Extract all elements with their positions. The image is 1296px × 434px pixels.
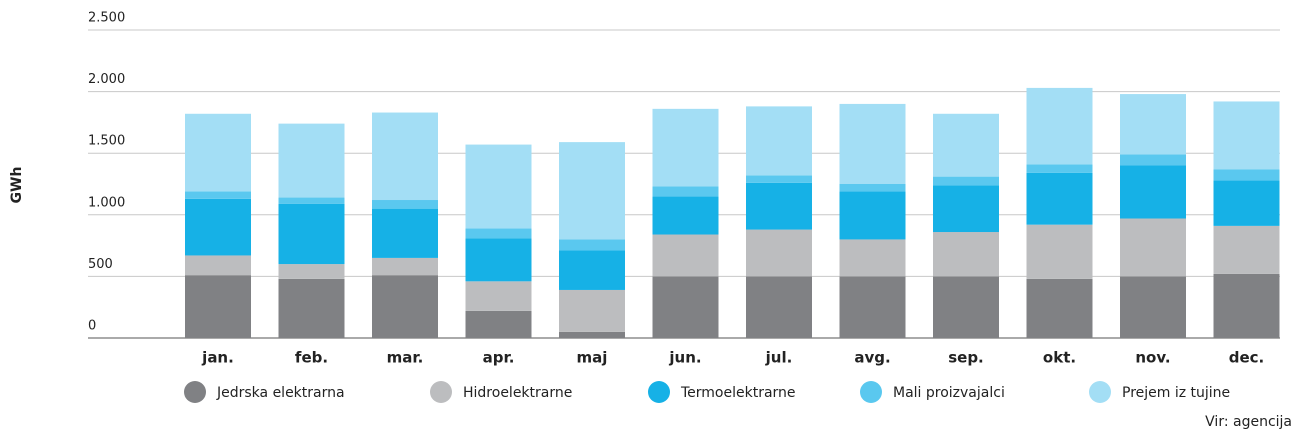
bar-segment xyxy=(185,113,251,192)
bar-segment xyxy=(933,185,999,233)
legend-swatch xyxy=(184,381,206,403)
bar-segment xyxy=(839,184,906,192)
bar-segment xyxy=(559,239,625,251)
bar-segment xyxy=(185,198,251,256)
bar-segment xyxy=(1120,154,1186,166)
x-tick-label: dec. xyxy=(1229,349,1265,367)
bar-segment xyxy=(465,310,532,338)
legend-label: Termoelektrarne xyxy=(680,385,796,401)
bar-segment xyxy=(652,186,719,197)
bar-segment xyxy=(1026,164,1093,173)
bar-segment xyxy=(933,276,999,338)
bar-segment xyxy=(1213,180,1280,226)
source: Vir: agencija xyxy=(1205,414,1292,430)
x-tick-label: jul. xyxy=(765,349,793,367)
bar-segment xyxy=(746,276,812,338)
bar-segment xyxy=(372,275,438,338)
bar-segment xyxy=(652,276,719,338)
bar-segment xyxy=(372,112,438,201)
bar-segment xyxy=(1026,172,1093,225)
legend-swatch xyxy=(860,381,882,403)
bar-segment xyxy=(746,182,812,230)
bar-segment xyxy=(278,203,345,265)
bar-segment xyxy=(1026,87,1093,165)
bar-segment xyxy=(933,113,999,177)
bar-segment xyxy=(278,197,345,204)
y-tick-label: 2.500 xyxy=(88,11,125,26)
legend-swatch xyxy=(1089,381,1111,403)
bar-segment xyxy=(839,276,906,338)
bar-segment xyxy=(746,229,812,277)
y-tick-label: 2.000 xyxy=(88,72,125,87)
bar-segment xyxy=(1120,165,1186,219)
bar-segment xyxy=(1213,225,1280,274)
legend-label: Hidroelektrarne xyxy=(463,385,572,401)
bar-segment xyxy=(278,264,345,279)
bar-segment xyxy=(278,278,345,338)
bar-segment xyxy=(559,142,625,240)
bar-segment xyxy=(185,275,251,338)
x-tick-label: mar. xyxy=(387,349,424,367)
bar-segment xyxy=(1026,224,1093,279)
bar-segment xyxy=(652,234,719,277)
bar-segment xyxy=(185,255,251,276)
y-tick-label: 1.000 xyxy=(88,195,125,210)
y-tick-label: 1.500 xyxy=(88,134,125,149)
bar-segment xyxy=(465,238,532,282)
bar-segment xyxy=(372,200,438,209)
bar-segment xyxy=(465,228,532,239)
bar-segment xyxy=(465,281,532,311)
bar-segment xyxy=(652,196,719,235)
bar-segment xyxy=(372,208,438,258)
bar-segment xyxy=(746,175,812,183)
bar-segment xyxy=(559,250,625,290)
x-tick-label: avg. xyxy=(854,349,890,367)
bar-segment xyxy=(1120,218,1186,277)
x-tick-label: feb. xyxy=(295,349,328,367)
y-tick-label: 500 xyxy=(88,257,113,272)
bar-segment xyxy=(559,331,625,338)
bar-segment xyxy=(652,108,719,187)
bar-segment xyxy=(465,144,532,229)
x-tick-label: jan. xyxy=(201,349,234,367)
legend-swatch xyxy=(648,381,670,403)
legend-label: Mali proizvajalci xyxy=(893,385,1005,401)
bar-segment xyxy=(933,232,999,277)
legend-label: Jedrska elektrarna xyxy=(216,385,345,401)
bar-segment xyxy=(1213,101,1280,170)
legend-label: Prejem iz tujine xyxy=(1122,385,1230,401)
bar-segment xyxy=(746,106,812,176)
x-tick-label: sep. xyxy=(948,349,984,367)
bar-segment xyxy=(1213,169,1280,181)
bar-segment xyxy=(1120,94,1186,155)
y-axis-label: GWh xyxy=(9,167,25,204)
x-tick-label: okt. xyxy=(1043,349,1076,367)
x-tick-label: apr. xyxy=(483,349,515,367)
bar-segment xyxy=(1120,276,1186,338)
legend-swatch xyxy=(430,381,452,403)
bar-segment xyxy=(278,123,345,198)
x-tick-label: nov. xyxy=(1135,349,1170,367)
x-tick-label: jun. xyxy=(668,349,701,367)
bar-segment xyxy=(559,289,625,332)
bar-segment xyxy=(839,191,906,240)
bar-segment xyxy=(933,176,999,186)
bar-segment xyxy=(839,103,906,184)
bar-segment xyxy=(1213,273,1280,338)
bar-segment xyxy=(839,239,906,277)
bar-segment xyxy=(1026,278,1093,338)
x-tick-label: maj xyxy=(577,349,608,367)
y-tick-label: 0 xyxy=(88,319,96,334)
bar-segment xyxy=(185,191,251,199)
bar-segment xyxy=(372,257,438,276)
